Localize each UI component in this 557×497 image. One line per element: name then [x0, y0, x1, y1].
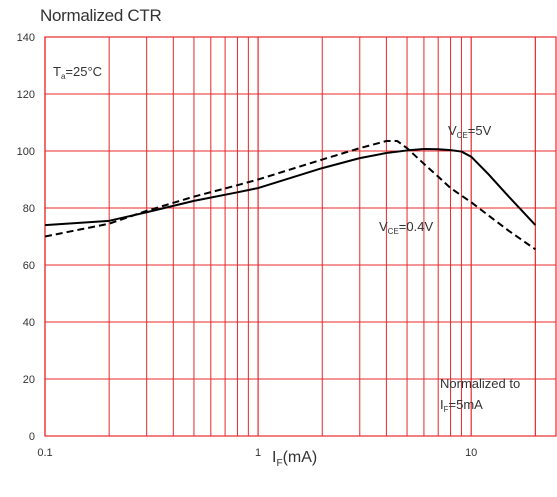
- series-line-vce-5v: [44, 148, 537, 227]
- y-tick-label: 120: [17, 89, 35, 101]
- y-tick-label: 0: [29, 431, 35, 443]
- y-tick-label: 60: [23, 260, 35, 272]
- y-tick-label: 20: [23, 374, 35, 386]
- y-tick-label: 100: [17, 146, 35, 158]
- y-tick-label: 40: [23, 317, 35, 329]
- chart-title: Normalized CTR: [40, 6, 162, 25]
- x-tick-label: 10: [465, 447, 477, 459]
- series-line-vce-0.4v: [44, 140, 536, 251]
- y-tick-label: 80: [23, 203, 35, 215]
- temperature-annotation: Ta=25°C: [53, 64, 102, 81]
- x-tick-label: 0.1: [37, 447, 52, 459]
- x-axis-label: IF(mA): [272, 449, 317, 469]
- vce-5v-label: VCE=5V: [448, 123, 492, 140]
- vce-0.4v-label: VCE=0.4V: [379, 219, 433, 236]
- y-tick-label: 140: [17, 32, 35, 44]
- normalization-note-line2: IF=5mA: [440, 397, 483, 414]
- normalization-note-line1: Normalized to: [440, 376, 520, 391]
- x-tick-label: 1: [255, 447, 261, 459]
